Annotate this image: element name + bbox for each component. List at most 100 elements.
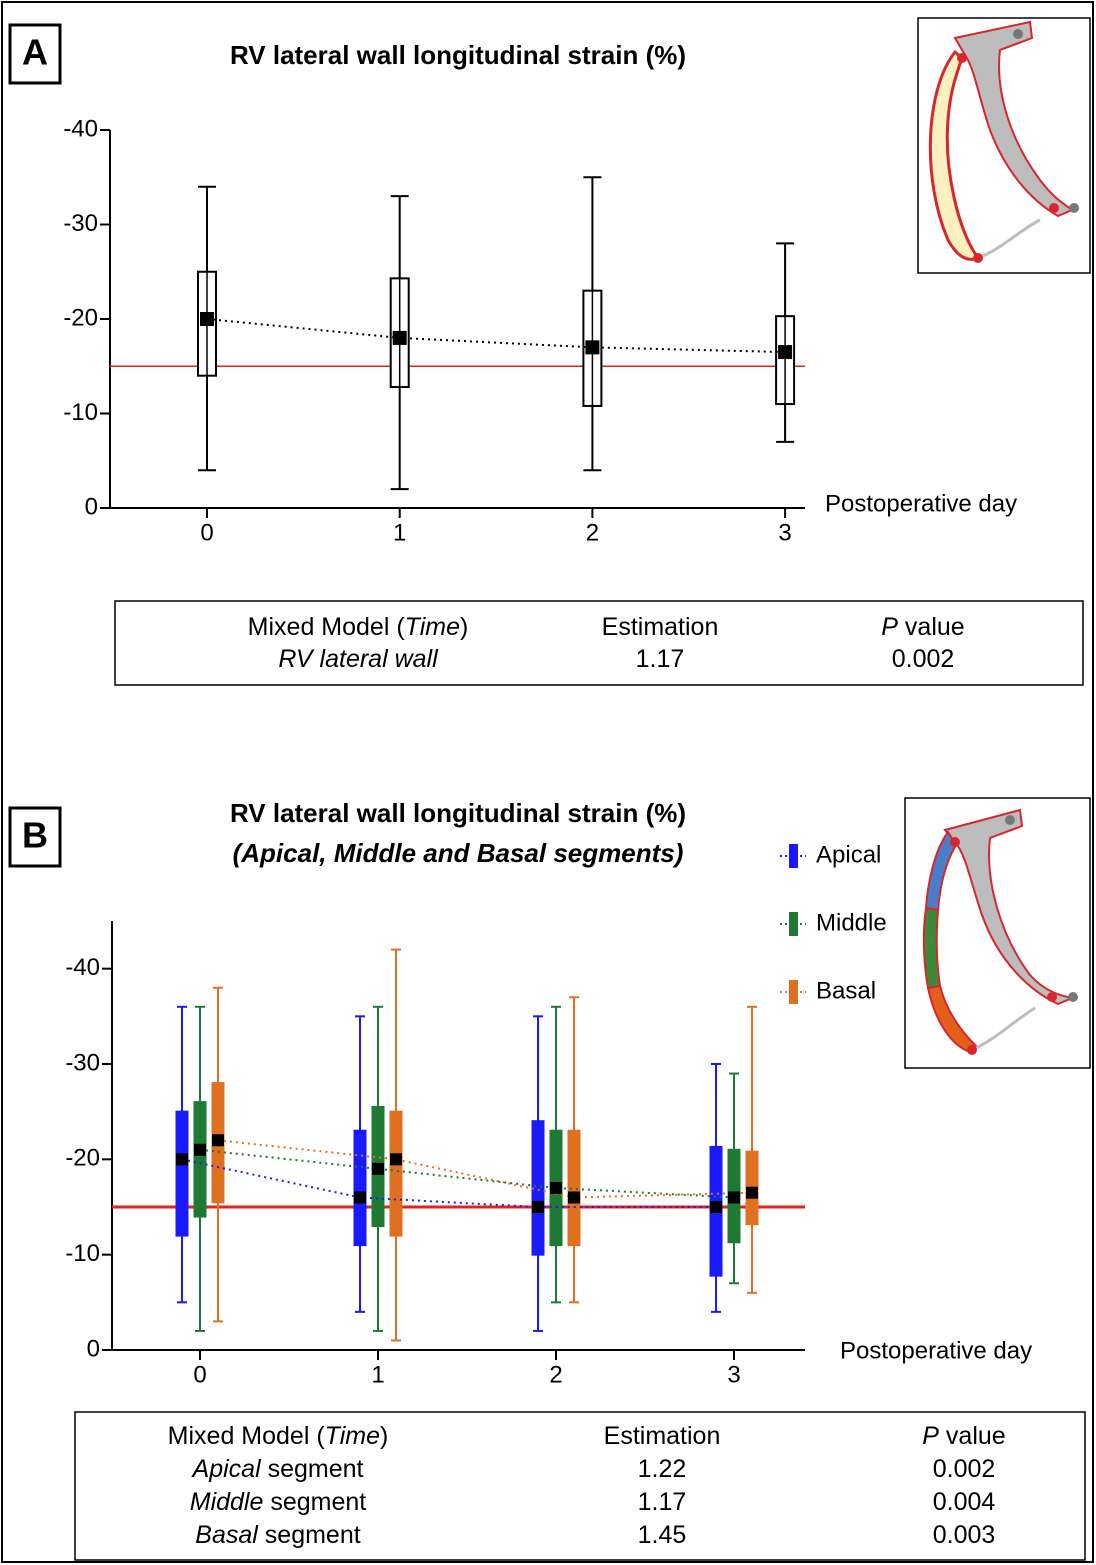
- text-run: Middle: [190, 1488, 264, 1516]
- text-run: Mixed Model (: [168, 1422, 326, 1450]
- table-cell: 1.17: [638, 1488, 687, 1516]
- text-run: Estimation: [602, 613, 719, 641]
- table-cell: 0.002: [933, 1455, 996, 1483]
- x-axis-label: Postoperative day: [825, 490, 1017, 517]
- y-tick-label: -40: [63, 115, 98, 142]
- text-run: RV lateral wall: [278, 645, 439, 673]
- text-run: Time: [405, 613, 460, 641]
- y-tick-label: -30: [65, 1049, 100, 1076]
- x-tick-label: 2: [549, 1361, 562, 1388]
- y-tick-label: -30: [63, 210, 98, 237]
- median-line: [181, 1158, 716, 1208]
- median-line: [206, 318, 786, 354]
- table-header: P value: [922, 1422, 1005, 1450]
- x-tick-label: 2: [586, 519, 599, 546]
- text-run: segment: [263, 1488, 366, 1516]
- table-cell: Middle segment: [190, 1488, 367, 1516]
- legend-swatch: [789, 844, 798, 868]
- text-run: P: [881, 613, 898, 641]
- median: [194, 1143, 206, 1156]
- panel-label-box: [8, 23, 62, 85]
- text-run: 0.002: [892, 645, 955, 673]
- chart-title: RV lateral wall longitudinal strain (%): [230, 798, 686, 828]
- legend-label: Apical: [816, 841, 881, 868]
- panel-label: B: [22, 815, 48, 856]
- y-tick-label: -20: [65, 1145, 100, 1172]
- legend-label: Basal: [816, 977, 876, 1004]
- text-run: ): [460, 613, 468, 641]
- table-cell: RV lateral wall: [278, 645, 439, 673]
- x-tick-label: 3: [727, 1361, 740, 1388]
- median: [532, 1201, 544, 1213]
- box: [567, 1129, 581, 1247]
- text-run: Mixed Model (: [248, 613, 406, 641]
- median: [390, 1153, 402, 1166]
- text-run: 1.17: [636, 645, 685, 673]
- table-frame: [74, 1411, 1086, 1561]
- text-run: segment: [261, 1455, 364, 1483]
- y-tick-label: 0: [87, 1335, 100, 1362]
- median: [568, 1191, 580, 1204]
- table-header: Estimation: [604, 1422, 721, 1450]
- table-header: Estimation: [602, 613, 719, 641]
- legend-swatch: [789, 912, 798, 936]
- table-header: Mixed Model (Time): [248, 613, 469, 641]
- table-header: Mixed Model (Time): [168, 1422, 389, 1450]
- x-tick-label: 3: [778, 519, 791, 546]
- table-cell: 1.22: [638, 1455, 687, 1483]
- text-run: value: [898, 613, 965, 641]
- table-frame: [114, 600, 1084, 686]
- x-tick-label: 0: [200, 519, 213, 546]
- text-run: P: [922, 1422, 939, 1450]
- box: [531, 1120, 545, 1256]
- median: [176, 1153, 188, 1166]
- median: [550, 1181, 562, 1194]
- text-run: 0.002: [933, 1455, 996, 1483]
- text-run: Time: [325, 1422, 380, 1450]
- median: [710, 1201, 722, 1213]
- box: [389, 1110, 403, 1237]
- table-cell: 0.003: [933, 1521, 996, 1549]
- median: [392, 330, 407, 345]
- heart-inset: [917, 17, 1091, 274]
- text-run: value: [939, 1422, 1006, 1450]
- text-run: ): [380, 1422, 388, 1450]
- text-run: segment: [258, 1521, 361, 1549]
- text-run: 1.45: [638, 1521, 687, 1549]
- text-run: 1.22: [638, 1455, 687, 1483]
- median: [354, 1191, 366, 1204]
- text-run: 0.004: [933, 1488, 996, 1516]
- table-cell: 0.002: [892, 645, 955, 673]
- y-tick-label: 0: [85, 493, 98, 520]
- table-cell: 0.004: [933, 1488, 996, 1516]
- x-axis-label: Postoperative day: [840, 1337, 1032, 1364]
- median: [746, 1186, 758, 1199]
- chart-title: RV lateral wall longitudinal strain (%): [230, 40, 686, 70]
- text-run: 0.003: [933, 1521, 996, 1549]
- y-tick-label: -10: [63, 399, 98, 426]
- chart-subtitle: (Apical, Middle and Basal segments): [233, 838, 684, 868]
- median: [585, 340, 600, 355]
- median: [200, 312, 214, 326]
- legend-label: Middle: [816, 909, 887, 936]
- median-line: [217, 1139, 753, 1199]
- legend-swatch: [789, 980, 798, 1004]
- x-tick-label: 1: [371, 1361, 384, 1388]
- median: [728, 1191, 740, 1204]
- text-run: Apical: [191, 1455, 263, 1483]
- text-run: Basal: [195, 1521, 259, 1549]
- heart-inset: [904, 797, 1091, 1069]
- median: [212, 1134, 224, 1147]
- table-header: P value: [881, 613, 964, 641]
- panel-label: A: [22, 32, 48, 73]
- table-cell: Apical segment: [191, 1455, 364, 1483]
- table-cell: 1.17: [636, 645, 685, 673]
- panel-label-box: [8, 806, 62, 868]
- text-run: 1.17: [638, 1488, 687, 1516]
- text-run: Estimation: [604, 1422, 721, 1450]
- median: [778, 345, 793, 360]
- x-tick-label: 0: [193, 1361, 206, 1388]
- x-tick-label: 1: [393, 519, 406, 546]
